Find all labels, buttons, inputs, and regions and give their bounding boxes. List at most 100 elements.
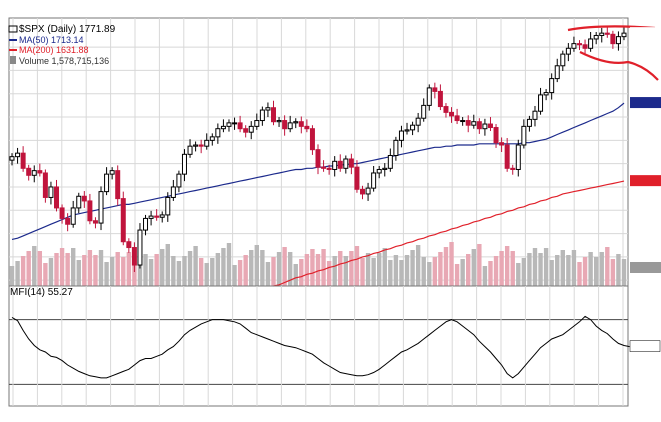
volume-bar [221, 248, 226, 286]
candle-down [298, 121, 304, 127]
volume-bar [482, 266, 488, 286]
candle-up [170, 186, 176, 198]
volume-bar [9, 266, 15, 286]
candle-up [259, 109, 265, 122]
volume-bar [527, 253, 532, 286]
volume-bar [104, 262, 109, 286]
mfi-panel [8, 285, 661, 407]
candle-down [348, 158, 354, 168]
volume-bar [137, 259, 143, 286]
candle-up [15, 152, 21, 158]
candle-up [599, 32, 605, 36]
candle-up [415, 117, 421, 126]
volume-bar [605, 247, 610, 286]
volume-bar [160, 249, 165, 286]
candle-up [387, 154, 393, 169]
candle-up [538, 94, 544, 112]
volume-bar [171, 256, 176, 286]
candle-up [376, 168, 382, 174]
candle-down [354, 166, 360, 190]
candle-down [237, 122, 243, 130]
volume-bar [438, 252, 443, 286]
mfi-line [11, 315, 630, 379]
candle-up [98, 191, 104, 224]
candle-up [220, 125, 226, 130]
candle-up [109, 170, 115, 175]
volume-bar [260, 250, 265, 286]
candle-down [499, 142, 505, 146]
candle-down [304, 125, 310, 130]
volume-bar [365, 253, 371, 286]
volume-bar [521, 258, 527, 286]
candle-up [526, 118, 532, 127]
candle-up [204, 139, 210, 147]
volume-bar [477, 244, 482, 286]
candle-down [282, 120, 288, 130]
candle-up [588, 38, 594, 49]
volume-bar [571, 250, 577, 286]
candle-up [31, 170, 37, 176]
candle-up [293, 121, 299, 124]
volume-bar [32, 246, 37, 286]
volume-label-flag [630, 262, 661, 273]
volume-bar [98, 250, 104, 286]
volume-bar [165, 244, 170, 286]
candle-up [621, 32, 627, 38]
volume-bar [121, 257, 126, 286]
candle-down [493, 127, 499, 144]
volume-bar [126, 252, 132, 286]
volume-bar [399, 260, 404, 286]
volume-bar [315, 254, 321, 286]
volume-bar [332, 256, 337, 286]
volume-bar [249, 250, 254, 286]
candle-down [309, 128, 315, 151]
candle-up [398, 130, 404, 141]
volume-bar [109, 257, 115, 286]
candle-up [176, 173, 182, 188]
volume-bar [338, 251, 343, 286]
volume-bar [87, 250, 93, 286]
volume-bar [488, 261, 493, 286]
candle-up [343, 158, 349, 169]
volume-bar [582, 257, 588, 286]
candle-up [565, 47, 571, 55]
candle-down [126, 241, 132, 249]
candle-down [449, 111, 455, 117]
volume-bar [48, 258, 54, 286]
candle-up [554, 65, 560, 80]
candle-down [576, 43, 582, 46]
volume-bar [54, 253, 59, 286]
candle-down [437, 90, 443, 108]
legend-price: $SPX (Daily) 1771.89 [19, 24, 116, 35]
candle-up [365, 187, 371, 195]
volume-bar [471, 249, 476, 286]
volume-bar [76, 260, 81, 286]
candle-up [276, 120, 282, 123]
ma50-price-label-flag [630, 97, 661, 109]
candle-down [443, 106, 449, 113]
volume-bar [454, 264, 460, 286]
volume-bar [588, 252, 593, 286]
volume-bar [354, 246, 360, 286]
volume-bar [15, 261, 20, 286]
volume-bar [538, 253, 543, 286]
volume-bar [415, 245, 421, 286]
volume-bar [265, 262, 271, 286]
volume-bar [271, 257, 276, 286]
volume-bar [560, 250, 565, 286]
volume-bar [71, 248, 76, 286]
volume-bar [37, 251, 43, 286]
volume-bar [148, 259, 154, 286]
volume-bar [93, 255, 98, 286]
legend-volume: Volume 1,578,715,136 [19, 56, 109, 66]
volume-bar [193, 246, 198, 286]
mfi-last-flag [629, 340, 661, 352]
volume-bar [449, 242, 454, 286]
candle-up [143, 217, 149, 231]
candle-up [76, 195, 82, 209]
candle-down [120, 198, 126, 243]
candle-down [20, 152, 26, 169]
volume-bar [276, 252, 282, 286]
mfi-legend: MFI(14) 55.27 [10, 287, 73, 298]
volume-bar [621, 259, 627, 286]
